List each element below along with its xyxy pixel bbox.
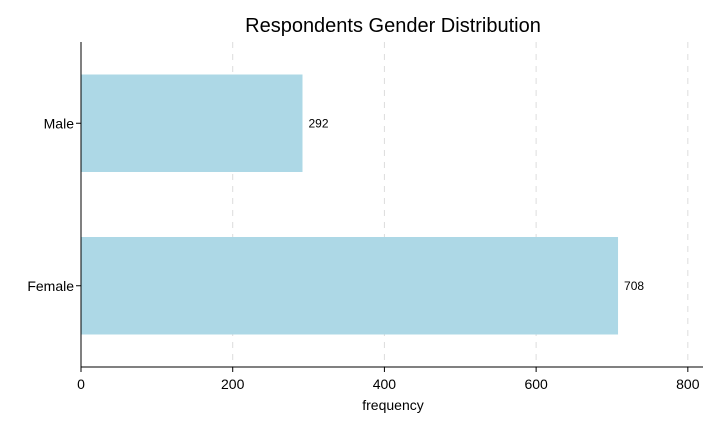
bar-male [81,74,303,172]
y-tick-label: Female [27,278,74,294]
x-tick-label: 600 [524,376,548,392]
x-tick-label: 0 [77,376,85,392]
x-ticks: 0 200 400 600 800 [77,367,700,392]
x-tick-label: 400 [373,376,397,392]
bar-female [81,237,619,335]
data-label-male: 292 [308,116,328,130]
x-tick-label: 200 [221,376,245,392]
axes [80,42,703,368]
y-ticks: Male Female [27,115,81,294]
y-tick-label: Male [44,115,75,131]
chart-title: Respondents Gender Distribution [245,15,541,37]
data-label-female: 708 [624,279,644,293]
bars [81,74,619,335]
x-axis-label: frequency [362,397,423,413]
data-labels: 292 708 [308,116,644,293]
x-tick-label: 800 [676,376,700,392]
